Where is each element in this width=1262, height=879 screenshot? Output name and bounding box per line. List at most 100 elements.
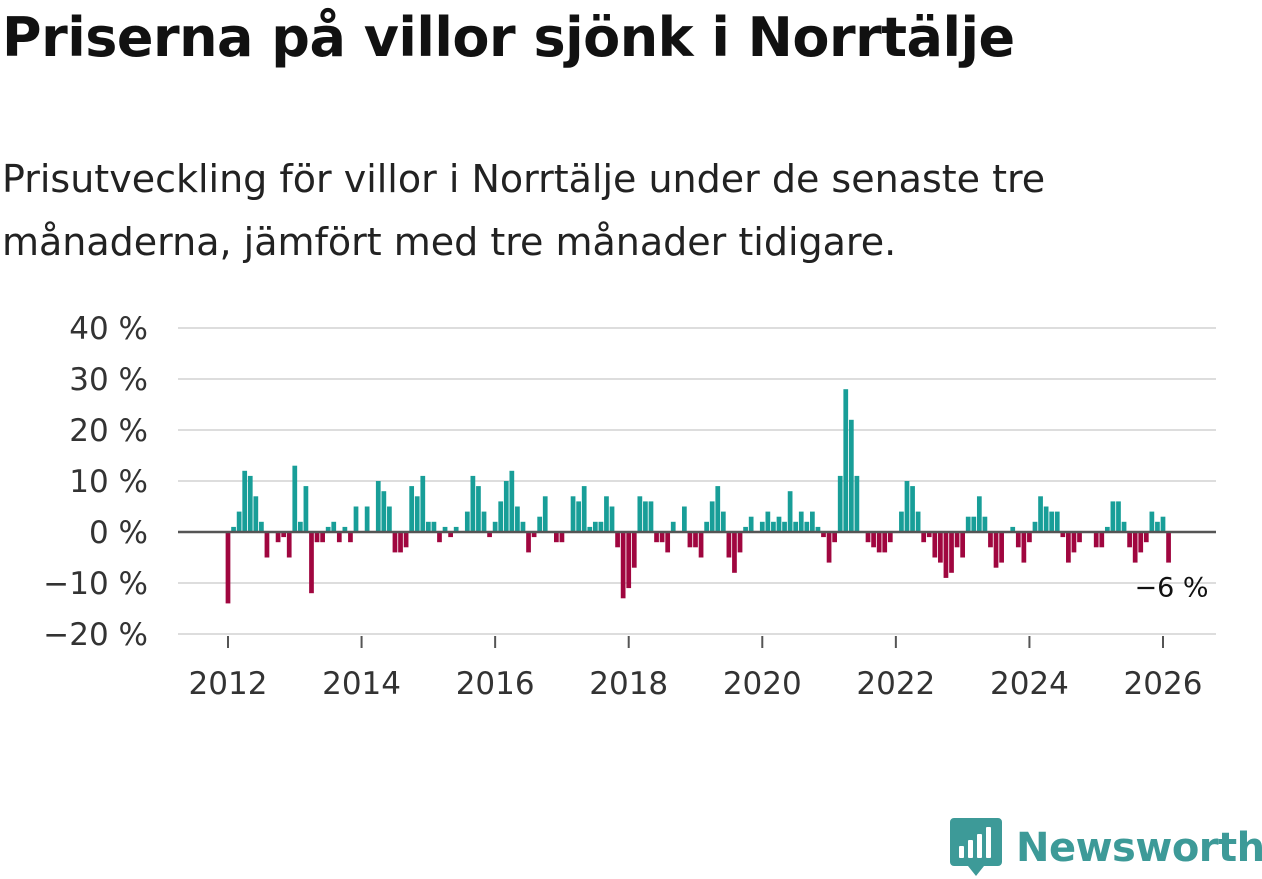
last-value-label: −6 % (1135, 573, 1209, 604)
bar (1116, 501, 1121, 532)
bar (542, 496, 548, 532)
bar (993, 532, 999, 568)
bar (587, 526, 593, 532)
bar (364, 506, 370, 532)
y-tick-label: 0 % (89, 515, 148, 551)
bar (976, 496, 982, 532)
bar (581, 486, 587, 532)
bar (715, 486, 721, 532)
bar (620, 532, 626, 599)
bar (965, 516, 971, 532)
bar (1060, 532, 1066, 538)
y-tick-label: 20 % (69, 413, 148, 449)
bar (782, 521, 787, 532)
bar (815, 526, 821, 532)
bar (798, 511, 804, 532)
bar (1099, 532, 1105, 548)
bar (242, 470, 248, 532)
newsworthy-brand: Newsworthy (950, 818, 1262, 878)
annotations: −6 % (1135, 573, 1209, 604)
bar (915, 511, 921, 532)
bar (1155, 521, 1160, 532)
bar (342, 526, 348, 532)
bars (225, 389, 1171, 604)
bar (409, 486, 415, 532)
bar (887, 532, 893, 543)
bar (821, 532, 826, 538)
bar (626, 532, 632, 589)
bar (787, 491, 793, 532)
bar (286, 532, 292, 558)
bar (1054, 511, 1060, 532)
bar (1043, 506, 1049, 532)
bar (1093, 532, 1099, 548)
bar (682, 506, 687, 532)
bar (670, 521, 676, 532)
bar (938, 532, 943, 563)
bar (732, 532, 737, 573)
bar (1104, 526, 1110, 532)
bar (437, 532, 442, 543)
bar (854, 475, 860, 532)
bar (704, 521, 709, 532)
bar (726, 532, 732, 558)
bar (336, 532, 342, 543)
bar (320, 532, 325, 543)
bar (1138, 532, 1144, 553)
bar (470, 475, 476, 532)
bar (648, 501, 654, 532)
x-tick-label: 2016 (456, 666, 535, 702)
bar (988, 532, 993, 548)
bar (1032, 521, 1038, 532)
bar (236, 511, 242, 532)
bar (1132, 532, 1138, 563)
bar (331, 521, 337, 532)
bar (826, 532, 832, 563)
bar (398, 532, 403, 553)
bar (932, 532, 938, 558)
bar (231, 526, 236, 532)
bar (325, 526, 331, 532)
bar (247, 475, 253, 532)
x-tick-label: 2018 (589, 666, 668, 702)
bar (960, 532, 966, 558)
bar (810, 511, 815, 532)
bar (999, 532, 1004, 563)
bar (698, 532, 704, 558)
bar (420, 475, 426, 532)
x-tick-label: 2024 (990, 666, 1069, 702)
bar (949, 532, 954, 573)
bar (392, 532, 398, 553)
bar (492, 521, 498, 532)
bar (464, 511, 470, 532)
price-change-bar-chart: 40 %30 %20 %10 %0 %−10 %−20 % 2012 2014 20… (43, 311, 1216, 702)
bar (281, 532, 287, 538)
bar (554, 532, 559, 543)
chart-subtitle: Prisutveckling för villor i Norrtälje un… (2, 157, 1046, 264)
bar (759, 521, 765, 532)
bar (487, 532, 492, 538)
newsworthy-logo-icon (950, 818, 1002, 876)
bar (1010, 526, 1016, 532)
bar (665, 532, 671, 553)
bar (1027, 532, 1032, 543)
bar (314, 532, 320, 543)
brand-name: Newsworthy (1016, 825, 1262, 871)
bar (259, 521, 264, 532)
bar (748, 516, 754, 532)
bar (503, 481, 509, 532)
bar (737, 532, 743, 553)
bar (631, 532, 637, 568)
bar (1015, 532, 1021, 548)
x-axis: 2012 2014 2016 2018 2020 2022 2024 2026 (189, 636, 1202, 702)
bar (275, 532, 281, 543)
y-tick-label: −20 % (43, 617, 148, 653)
bar (848, 419, 854, 532)
bar (576, 501, 581, 532)
bar (1071, 532, 1077, 553)
bar (1038, 496, 1043, 532)
bar (425, 521, 431, 532)
bar (225, 532, 231, 604)
bar (387, 506, 392, 532)
chart-title: Priserna på villor sjönk i Norrtälje (2, 6, 1015, 69)
